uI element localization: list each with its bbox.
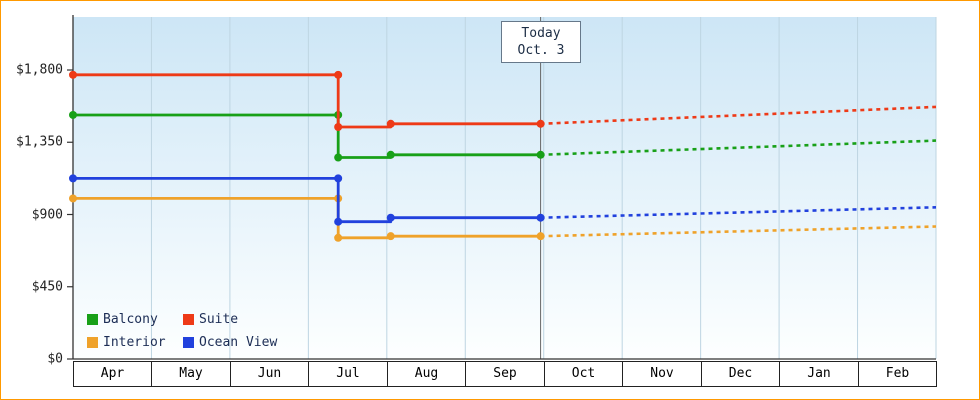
series-marker-ocean-view [334,174,343,183]
series-marker-interior [536,232,545,241]
plot-background [73,17,936,359]
y-tick-label: $0 [47,351,63,367]
series-marker-balcony [69,110,77,119]
series-marker-interior [334,233,343,242]
legend-swatch-ocean-view [183,337,194,348]
series-marker-ocean-view [536,213,545,222]
series-projected-ocean-view [540,206,937,219]
legend-item-suite: Suite [183,312,277,327]
y-tick-label: $1,350 [16,134,63,150]
legend-swatch-suite [183,314,194,325]
legend-item-balcony: Balcony [87,312,183,327]
legend-item-interior: Interior [87,335,183,350]
y-tick-label: $900 [31,207,63,222]
legend-label-suite: Suite [199,312,239,327]
y-tick-label: $1,800 [16,62,63,78]
series-marker-interior [386,232,395,241]
series-line-suite [73,73,541,129]
series-marker-suite [386,119,395,128]
series-marker-suite [69,70,77,79]
series-marker-ocean-view [334,217,343,226]
series-line-balcony [73,113,541,159]
legend-label-interior: Interior [103,335,166,350]
series-marker-suite [536,119,545,128]
legend: Balcony Suite Interior Ocean View [87,312,277,350]
legend-label-ocean-view: Ocean View [199,335,278,350]
legend-swatch-interior [87,337,98,348]
today-annotation-title: Today [521,26,561,41]
legend-item-ocean-view: Ocean View [183,335,277,350]
today-annotation: Today Oct. 3 [501,21,581,63]
series-marker-ocean-view [386,213,395,222]
legend-label-balcony: Balcony [103,312,158,327]
series-marker-balcony [536,150,545,159]
series-projected-suite [540,105,937,126]
series-projected-balcony [540,139,937,157]
series-marker-suite [334,122,343,131]
series-marker-interior [69,194,77,203]
series-marker-ocean-view [69,174,77,183]
series-projected-interior [540,225,937,238]
y-tick-label: $450 [31,279,63,295]
series-marker-balcony [386,150,395,159]
series-line-ocean-view [73,176,541,224]
series-marker-suite [334,70,343,79]
today-annotation-date: Oct. 3 [517,43,565,58]
legend-swatch-balcony [87,314,98,325]
series-marker-balcony [334,153,343,162]
series-line-interior [73,196,541,240]
